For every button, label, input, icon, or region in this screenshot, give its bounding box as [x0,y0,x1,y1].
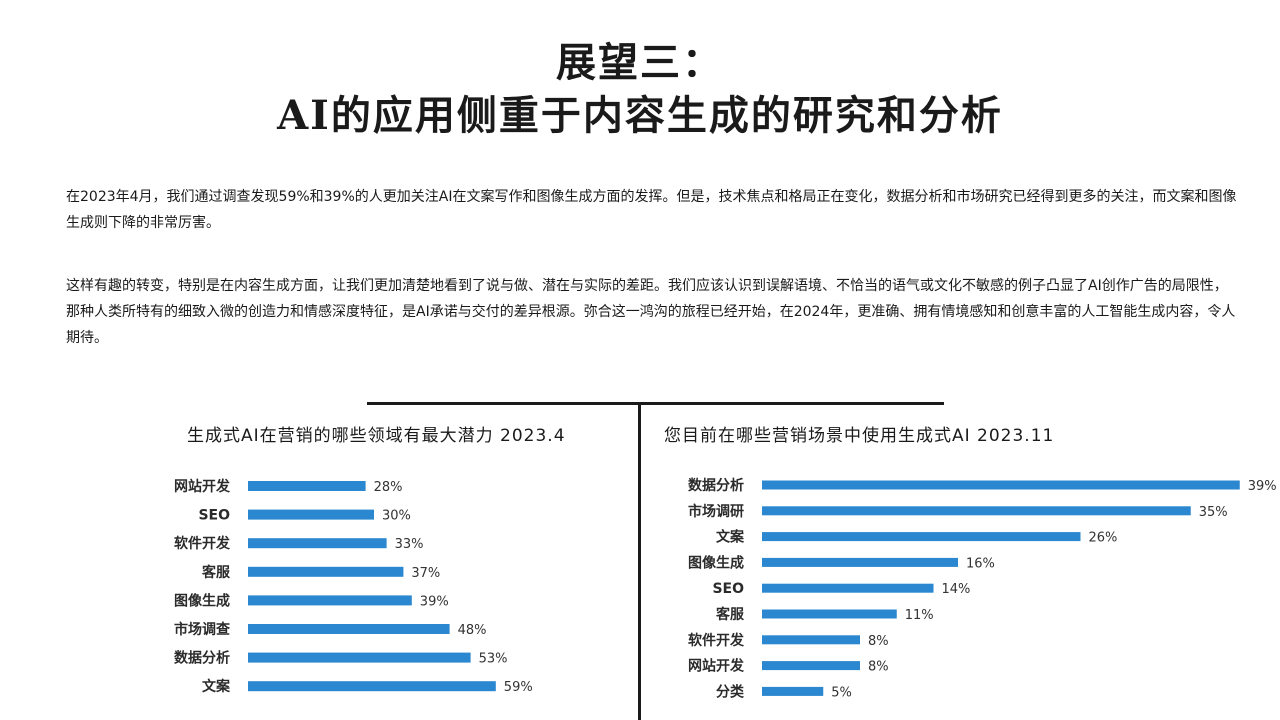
chart1-value-label: 35% [1199,505,1228,520]
chart0-bar [248,681,496,692]
chart0-value-label: 59% [504,680,533,695]
chart0-bar [248,595,412,606]
chart0-category-label: 市场调查 [174,621,231,638]
chart1-bar [762,609,897,619]
chart0-value-label: 37% [411,566,440,581]
chart1-bar [762,635,860,645]
chart1-category-label: 图像生成 [688,554,744,571]
chart0-value-label: 39% [420,594,449,609]
chart0-category-label: 数据分析 [174,650,230,667]
chart0-bar [248,481,366,491]
chart1-value-label: 5% [831,685,852,700]
chart0-value-label: 48% [458,623,487,638]
chart1-bar [762,480,1240,490]
chart0-category-label: 图像生成 [174,592,230,609]
chart1-bar [762,557,958,567]
chart0-bar [248,538,387,549]
chart1-value-label: 8% [868,660,889,675]
page-title-line-1: 展望三： [556,39,724,86]
chart1-category-label: 网站开发 [688,658,745,675]
page-title-line-2: AI的应用侧重于内容生成的研究和分析 [277,92,1003,139]
chart1-value-label: 39% [1248,479,1277,494]
paragraph-1: 在2023年4月，我们通过调查发现59%和39%的人更加关注AI在文案写作和图像… [66,189,1237,231]
chart-top-divider [367,402,944,405]
chart1-category-label: 数据分析 [688,477,744,494]
chart0-value-label: 33% [395,537,424,552]
chart1-category-label: 文案 [716,529,745,546]
chart1-bar [762,661,860,671]
chart0-category-label: 软件开发 [174,535,231,552]
chart1-category-label: SEO [712,581,744,597]
chart0-category-label: 网站开发 [174,478,231,495]
chart-center-divider [638,402,641,720]
chart0-value-label: 28% [374,480,403,495]
chart1-value-label: 14% [942,582,971,597]
left-bar-chart: 网站开发 28% SEO 30% 软件开发 33% 客服 37% 图像生成 39% 市场调查 48% 数… [174,478,533,695]
chart1-bar [762,506,1191,516]
right-chart-title: 您目前在哪些营销场景中使用生成式AI 2023.11 [664,426,1055,446]
chart1-value-label: 8% [868,634,889,649]
chart1-category-label: 软件开发 [688,632,745,649]
chart0-bar [248,509,374,520]
chart1-value-label: 16% [966,556,995,571]
left-chart-title: 生成式AI在营销的哪些领域有最大潜力 2023.4 [187,426,566,446]
right-bar-chart: 数据分析 39% 市场调研 35% 文案 26% 图像生成 16% SEO 14% 客服 11% 软件开… [688,477,1277,700]
chart1-bar [762,583,934,593]
paragraph-2: 这样有趣的转变，特别是在内容生成方面，让我们更加清楚地看到了说与做、潜在与实际的… [66,278,1236,346]
chart0-value-label: 53% [479,652,508,667]
chart1-bar [762,532,1081,542]
chart0-category-label: 客服 [201,564,231,581]
chart1-bar [762,686,824,696]
chart0-category-label: 文案 [202,678,231,695]
chart1-category-label: 客服 [715,606,745,623]
chart1-value-label: 26% [1089,531,1118,546]
chart0-value-label: 30% [382,509,411,524]
chart0-category-label: SEO [198,508,230,524]
chart0-bar [248,566,404,577]
chart0-bar [248,624,450,634]
chart1-category-label: 市场调研 [688,503,744,520]
chart1-category-label: 分类 [716,683,745,700]
chart1-value-label: 11% [905,608,934,623]
chart0-bar [248,652,471,663]
